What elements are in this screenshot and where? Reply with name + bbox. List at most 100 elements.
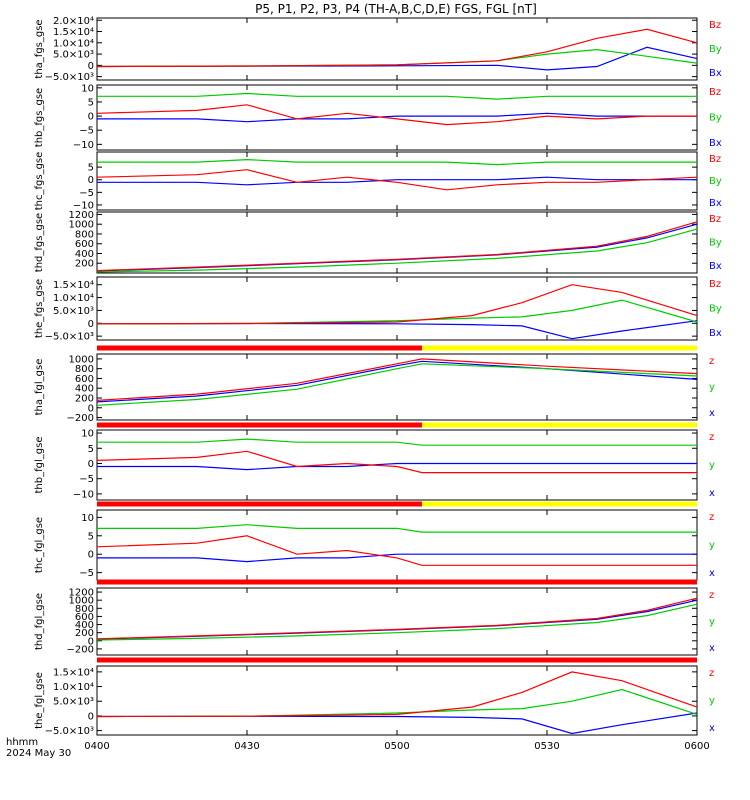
y-tick-label: −200 [67, 413, 94, 424]
legend-entry: y [709, 540, 715, 551]
series-line-y [97, 438, 697, 446]
legend-entry: Bz [709, 154, 721, 165]
legend-entry: y [709, 382, 715, 393]
legend-entry: x [709, 408, 715, 419]
series-line-y [97, 524, 697, 533]
panel-frame [96, 211, 698, 274]
y-tick-label: −5 [79, 474, 94, 485]
legend-entry: z [709, 512, 714, 523]
x-axis-label-date: 2024 May 30 [6, 748, 71, 759]
series-line-z [96, 450, 697, 474]
y-tick-label: 0 [88, 459, 94, 470]
y-tick-label: 1200 [69, 588, 94, 599]
y-tick-label: 0 [88, 175, 94, 186]
series-line-Bz [96, 169, 698, 191]
series-line-By [97, 158, 697, 166]
panel-frame [96, 429, 698, 501]
quality-flag-red [97, 422, 422, 428]
y-axis-label: thc_fgl_gse [34, 517, 45, 573]
legend-entry: Bz [709, 20, 721, 31]
y-tick-label: −5 [79, 188, 94, 199]
y-tick-label: 0 [88, 711, 94, 722]
y-tick-label: 5 [88, 97, 94, 108]
series-line-By [96, 228, 698, 273]
y-tick-label: 5.0×10³ [53, 306, 94, 317]
y-tick-label: 600 [75, 239, 94, 250]
series-line-y [96, 688, 698, 718]
y-axis-label: the_fgl_gse [34, 672, 45, 729]
y-tick-label: 0 [88, 319, 94, 330]
series-line-z [96, 671, 698, 718]
quality-flag-red [97, 345, 422, 351]
y-tick-label: 10 [81, 429, 94, 440]
legend-entry: x [709, 488, 715, 499]
y-tick-label: 200 [75, 259, 94, 270]
legend-entry: Bx [709, 198, 722, 209]
y-axis-label: thb_fgs_gse [34, 88, 45, 147]
y-axis-label: tha_fgl_gse [34, 359, 45, 416]
series-line-By [97, 92, 697, 100]
y-tick-label: 5 [88, 531, 94, 542]
x-tick-label: 0500 [384, 741, 409, 752]
legend-entry: By [709, 113, 722, 124]
y-tick-label: −10 [73, 489, 94, 500]
y-tick-label: 1000 [69, 596, 94, 607]
y-tick-label: 800 [75, 604, 94, 615]
y-axis-label: tha_fgs_gse [34, 19, 45, 78]
y-tick-label: 1.0×10⁴ [53, 293, 94, 304]
quality-flag-red [97, 501, 422, 507]
y-tick-label: 10 [81, 83, 94, 94]
y-tick-label: 400 [75, 249, 94, 260]
y-tick-label: 200 [75, 628, 94, 639]
panel-frame [96, 17, 698, 81]
legend-entry: Bz [709, 279, 721, 290]
y-axis-label: thd_fgs_gse [34, 213, 45, 272]
y-tick-label: 0 [88, 636, 94, 647]
panel-frame [96, 665, 698, 736]
series-line-x [97, 462, 697, 471]
y-tick-label: 1200 [69, 210, 94, 221]
y-tick-label: −5.0×10³ [45, 726, 94, 737]
legend-entry: z [709, 668, 714, 679]
y-tick-label: 1000 [69, 354, 94, 365]
panel-frame [96, 151, 698, 211]
y-axis-label: the_fgs_gse [34, 279, 45, 338]
legend-entry: y [709, 460, 715, 471]
series-line-Bx [97, 112, 697, 123]
panel-frame [96, 84, 698, 151]
series-line-x [96, 360, 698, 403]
series-line-z [96, 597, 698, 640]
series-line-x [97, 553, 697, 563]
series-line-y [96, 603, 698, 641]
y-axis-label: thc_fgs_gse [34, 152, 45, 211]
legend-entry: By [709, 44, 722, 55]
legend-entry: y [709, 696, 715, 707]
legend-entry: y [709, 617, 715, 628]
chart-title: P5, P1, P2, P3, P4 (TH-A,B,C,D,E) FGS, F… [255, 2, 537, 16]
panel-frame [96, 509, 698, 581]
legend-entry: By [709, 176, 722, 187]
series-line-Bz [96, 284, 698, 325]
y-tick-label: 600 [75, 374, 94, 385]
y-tick-label: 10 [81, 513, 94, 524]
y-tick-label: 1.0×10⁴ [53, 38, 94, 49]
y-tick-label: 200 [75, 394, 94, 405]
legend-entry: Bz [709, 214, 721, 225]
y-axis-label: thd_fgl_gse [34, 593, 45, 650]
y-tick-label: −5.0×10³ [45, 72, 94, 83]
y-tick-label: 5 [88, 444, 94, 455]
y-tick-label: 1.0×10⁴ [53, 682, 94, 693]
x-tick-label: 0400 [84, 741, 109, 752]
x-tick-label: 0430 [234, 741, 259, 752]
y-tick-label: −5 [79, 568, 94, 579]
y-tick-label: 400 [75, 384, 94, 395]
legend-entry: Bx [709, 328, 722, 339]
series-line-x [96, 599, 698, 640]
series-line-Bz [96, 28, 698, 68]
y-axis-label: thb_fgl_gse [34, 437, 45, 494]
legend-entry: z [709, 590, 714, 601]
y-tick-label: 1.5×10⁴ [53, 27, 94, 38]
x-axis-label-hhmm: hhmm [6, 737, 38, 748]
legend-entry: z [709, 432, 714, 443]
